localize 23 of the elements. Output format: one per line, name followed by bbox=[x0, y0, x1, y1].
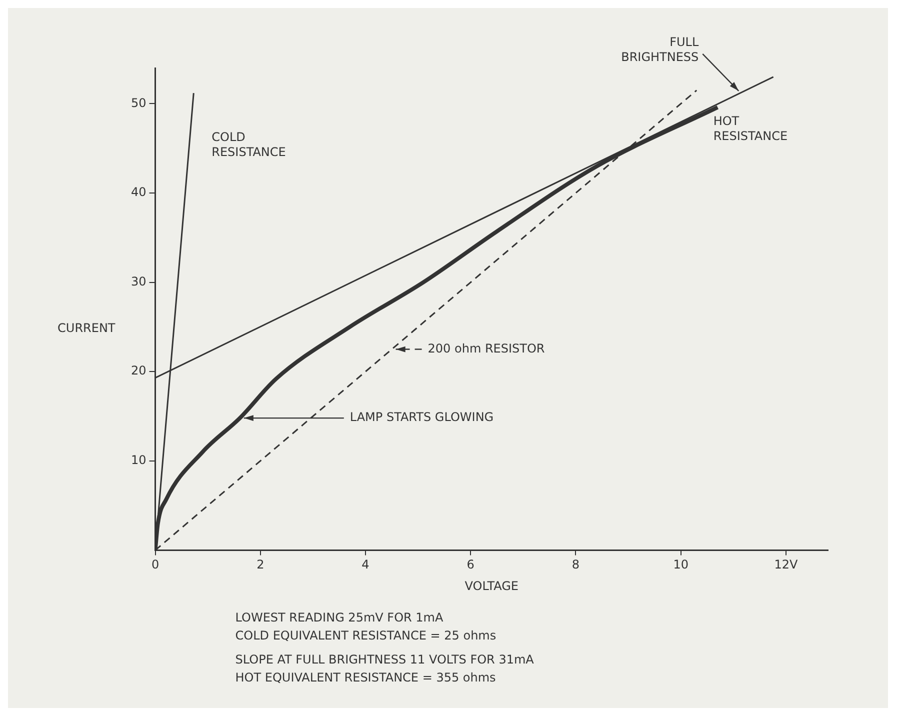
x-tick-label: 6 bbox=[466, 558, 474, 572]
x-tick-label: 2 bbox=[256, 558, 264, 572]
y-tick-label: 50 bbox=[130, 96, 146, 110]
y-axis-title: CURRENT bbox=[58, 321, 116, 336]
series-label: HOT RESISTANCE bbox=[713, 114, 788, 144]
annotation: FULL BRIGHTNESS bbox=[621, 35, 699, 64]
y-tick-label: 40 bbox=[130, 185, 146, 200]
x-tick-label: 10 bbox=[673, 558, 688, 572]
legend-label: 200 ohm RESISTOR bbox=[428, 341, 545, 356]
x-tick-label: 0 bbox=[151, 558, 160, 572]
y-tick-label: 10 bbox=[130, 453, 146, 468]
text: SLOPE AT FULL BRIGHTNESS 11 VOLTS FOR 31mA bbox=[235, 652, 535, 666]
annotation: LAMP STARTS GLOWING bbox=[350, 410, 494, 424]
series-label: COLD RESISTANCE bbox=[212, 130, 286, 160]
y-tick-label: 20 bbox=[130, 364, 146, 378]
text: HOT EQUIVALENT RESISTANCE = 355 ohms bbox=[235, 670, 496, 684]
y-tick-label: 30 bbox=[130, 274, 146, 288]
x-tick-label: 4 bbox=[362, 558, 370, 572]
x-axis-title: VOLTAGE bbox=[464, 578, 519, 593]
text: LOWEST READING 25mV FOR 1mA bbox=[235, 610, 444, 624]
text: COLD EQUIVALENT RESISTANCE = 25 ohms bbox=[235, 628, 496, 642]
x-tick-label: 12V bbox=[774, 558, 798, 572]
x-tick-label: 8 bbox=[572, 558, 580, 572]
